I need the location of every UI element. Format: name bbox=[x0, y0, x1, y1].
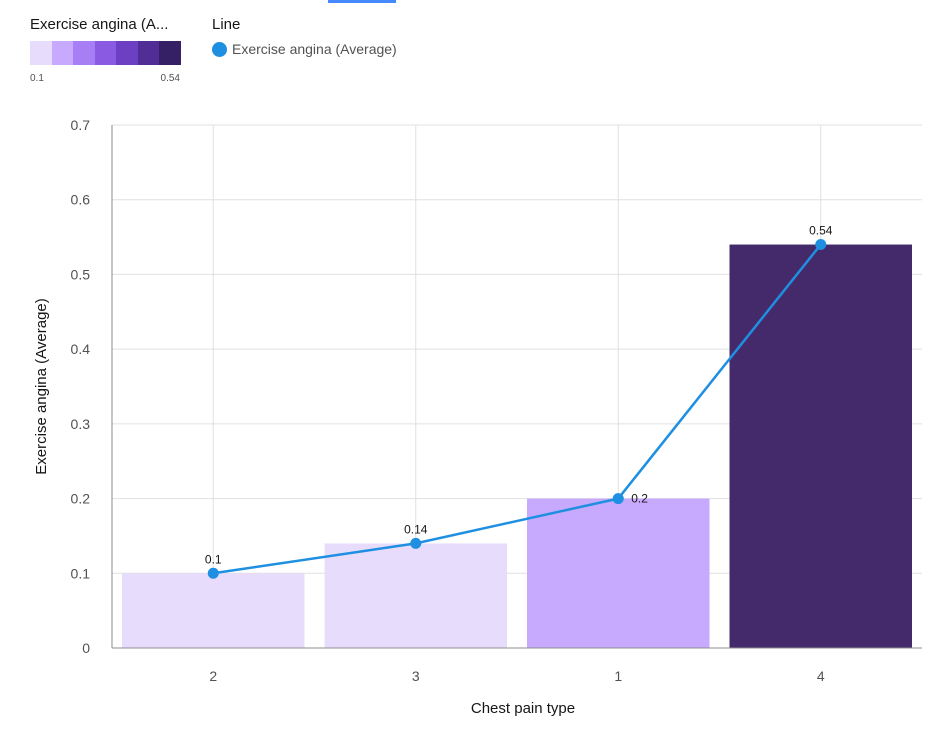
data-label: 0.1 bbox=[205, 552, 222, 566]
y-tick-label: 0 bbox=[82, 640, 90, 656]
y-tick-label: 0.3 bbox=[71, 416, 91, 432]
color-swatch-2 bbox=[73, 41, 95, 65]
line-legend-entry-label: Exercise angina (Average) bbox=[232, 41, 397, 57]
x-tick-label: 2 bbox=[209, 668, 217, 684]
x-tick-label: 1 bbox=[614, 668, 622, 684]
y-tick-label: 0.1 bbox=[71, 565, 91, 581]
line-point[interactable] bbox=[410, 537, 422, 549]
line-series-marker-icon bbox=[212, 41, 227, 57]
color-swatch-1 bbox=[51, 41, 73, 65]
y-tick-label: 0.5 bbox=[71, 266, 91, 282]
y-axis-title: Exercise angina (Average) bbox=[33, 298, 50, 474]
color-scale bbox=[30, 41, 190, 65]
bar[interactable] bbox=[527, 498, 710, 648]
x-tick-label: 4 bbox=[817, 668, 825, 684]
color-swatch-6 bbox=[159, 41, 181, 65]
x-axis-title: Chest pain type bbox=[471, 700, 575, 717]
active-tab-indicator bbox=[328, 0, 396, 3]
color-swatch-0 bbox=[30, 41, 52, 65]
y-tick-label: 0.4 bbox=[71, 341, 91, 357]
data-label: 0.2 bbox=[631, 492, 648, 506]
color-scale-min: 0.1 bbox=[30, 73, 44, 84]
color-swatch-3 bbox=[94, 41, 116, 65]
line-point[interactable] bbox=[612, 493, 624, 505]
bar[interactable] bbox=[122, 573, 305, 648]
color-swatch-4 bbox=[116, 41, 138, 65]
color-scale-max: 0.54 bbox=[160, 73, 180, 84]
line-point[interactable] bbox=[207, 567, 219, 579]
y-tick-label: 0.7 bbox=[71, 117, 91, 133]
data-label: 0.54 bbox=[809, 224, 833, 238]
data-label: 0.14 bbox=[404, 522, 428, 536]
line-series-path bbox=[213, 243, 822, 575]
line-legend-title: Line bbox=[212, 16, 241, 33]
color-legend: Exercise angina (A... 0.1 0.54 bbox=[30, 16, 190, 87]
color-swatch-5 bbox=[137, 41, 159, 65]
line-legend-entry[interactable]: Exercise angina (Average) bbox=[212, 41, 397, 57]
bar[interactable] bbox=[324, 543, 508, 648]
y-tick-label: 0.2 bbox=[71, 491, 91, 507]
y-tick-label: 0.6 bbox=[71, 192, 91, 208]
line-point[interactable] bbox=[815, 239, 827, 251]
line-legend: Line Exercise angina (Average) bbox=[212, 16, 397, 57]
bar[interactable] bbox=[729, 244, 913, 649]
x-tick-label: 3 bbox=[412, 668, 420, 684]
